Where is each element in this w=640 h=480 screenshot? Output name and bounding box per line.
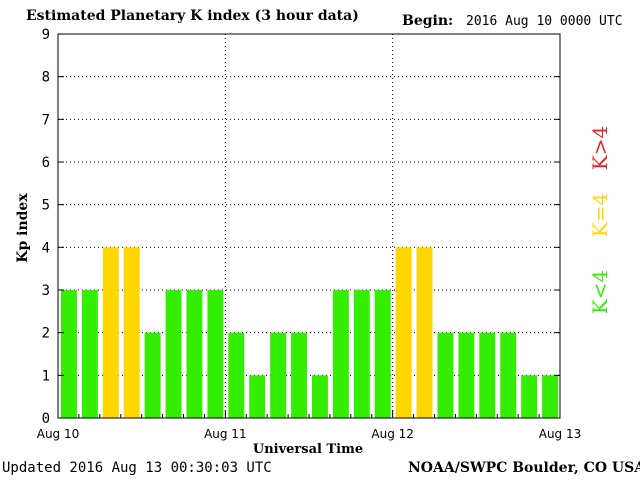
kp-bar xyxy=(123,247,140,418)
kp-bar xyxy=(416,247,433,418)
y-tick-label: 8 xyxy=(42,70,50,86)
kp-bar xyxy=(332,290,349,418)
grid-lines xyxy=(58,34,560,418)
x-tick-labels: Aug 10 Aug 11 Aug 12 Aug 13 xyxy=(37,427,582,441)
y-tick-label: 0 xyxy=(42,411,50,427)
y-tick-label: 7 xyxy=(42,112,50,128)
y-tick-label: 3 xyxy=(42,283,50,299)
kp-bar xyxy=(186,290,203,418)
y-tick-label: 2 xyxy=(42,326,50,342)
x-tick-label: Aug 12 xyxy=(371,427,414,441)
y-tick-label: 1 xyxy=(42,368,50,384)
y-tick-labels: 0 1 2 3 4 5 6 7 8 9 xyxy=(42,27,50,427)
bars xyxy=(61,247,558,418)
kp-bar xyxy=(165,290,182,418)
x-tick-label: Aug 10 xyxy=(37,427,80,441)
kp-bar xyxy=(479,332,496,418)
x-tick-label: Aug 11 xyxy=(204,427,247,441)
legend-equal: K=4 xyxy=(588,193,612,237)
kp-bar xyxy=(458,332,475,418)
begin-label: Begin: xyxy=(402,13,454,29)
kp-bar xyxy=(312,375,328,418)
kp-bar xyxy=(395,247,412,418)
kp-bar xyxy=(521,375,538,418)
kp-bar xyxy=(291,332,307,418)
kp-bar xyxy=(228,332,245,418)
y-tick-label: 6 xyxy=(42,155,50,171)
axis-ticks xyxy=(57,33,561,419)
kp-bar xyxy=(81,290,98,418)
legend-low: K<4 xyxy=(588,270,612,314)
y-tick-label: 5 xyxy=(42,198,50,214)
y-tick-label: 9 xyxy=(42,27,50,43)
y-axis-label: Kp index xyxy=(15,193,31,263)
begin-value: 2016 Aug 10 0000 UTC xyxy=(466,14,623,29)
y-tick-label: 4 xyxy=(42,240,50,256)
updated-timestamp: Updated 2016 Aug 13 00:30:03 UTC xyxy=(2,460,272,476)
kp-bar xyxy=(353,290,370,418)
kp-bar xyxy=(542,375,558,418)
kp-bar xyxy=(61,290,77,418)
kp-bar xyxy=(437,332,454,418)
kp-bar xyxy=(374,290,391,418)
kp-bar xyxy=(500,332,517,418)
kp-bar xyxy=(144,332,161,418)
kp-bar xyxy=(102,247,119,418)
legend-high: K>4 xyxy=(588,126,612,170)
credit-text: NOAA/SWPC Boulder, CO USA xyxy=(408,460,640,476)
kp-bar xyxy=(249,375,266,418)
x-axis-label: Universal Time xyxy=(253,442,363,457)
kp-bar xyxy=(207,290,224,418)
chart-title: Estimated Planetary K index (3 hour data… xyxy=(26,8,359,24)
x-tick-label: Aug 13 xyxy=(539,427,582,441)
kp-bar xyxy=(270,332,287,418)
